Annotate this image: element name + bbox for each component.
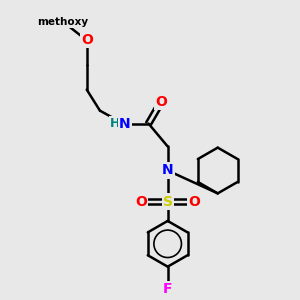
Text: H: H xyxy=(110,117,120,130)
Text: N: N xyxy=(162,164,173,178)
Text: O: O xyxy=(155,95,167,109)
Text: O: O xyxy=(188,195,200,208)
Text: S: S xyxy=(163,195,173,208)
Text: N: N xyxy=(119,117,131,130)
Text: methoxy: methoxy xyxy=(38,17,89,27)
Text: O: O xyxy=(135,195,147,208)
Text: F: F xyxy=(163,282,172,296)
Text: O: O xyxy=(81,33,93,47)
